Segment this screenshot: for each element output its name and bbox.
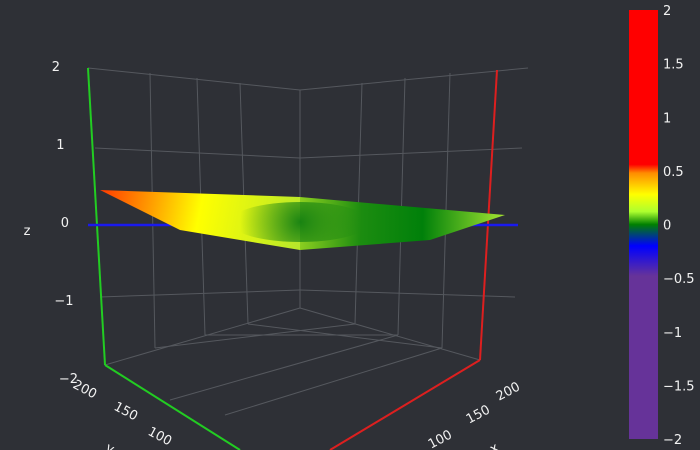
x-axis-title: x (487, 440, 501, 450)
grid-floor (104, 307, 481, 416)
y-axis-title: y (103, 440, 117, 450)
x-tick-label: 150 (464, 402, 493, 427)
colorbar-tick-label: −2 (663, 433, 682, 448)
colorbar[interactable] (629, 10, 658, 439)
colorbar-tick-label: 0.5 (663, 165, 684, 180)
colorbar-tick-label: −1.5 (663, 379, 695, 394)
y-tick-label: 150 (111, 399, 140, 424)
z-tick-label: −1 (54, 294, 73, 309)
colorbar-tick-label: −1 (663, 326, 682, 341)
colorbar-tick-label: 1.5 (663, 58, 684, 73)
z-tick-label: 0 (61, 216, 69, 231)
colorbar-tick-label: 1 (663, 111, 671, 126)
colorbar-tick-label: 0 (663, 219, 671, 234)
colorbar-tick-labels: 2 1.5 1 0.5 0 −0.5 −1 −1.5 −2 (663, 4, 695, 448)
x-tick-labels: 200 150 100 (426, 379, 523, 450)
z-axis-title: z (24, 224, 31, 239)
colorbar-tick-label: −0.5 (663, 272, 695, 287)
x-tick-label: 200 (494, 379, 523, 404)
colorbar-tick-label: 2 (663, 4, 671, 19)
y-tick-labels: 200 150 100 (70, 377, 174, 449)
y-tick-label: 100 (145, 424, 174, 449)
surface[interactable] (100, 190, 505, 250)
x-axis-line (329, 359, 481, 450)
z-tick-label: −2 (59, 372, 78, 387)
z-tick-label: 2 (52, 60, 60, 75)
z-tick-labels: 2 1 0 −1 −2 (52, 60, 78, 387)
y-tick-label: 200 (70, 377, 99, 402)
z-axis-line (87, 67, 106, 366)
z-tick-label: 1 (56, 138, 64, 153)
y-axis-line (104, 364, 241, 450)
surface-center-shade (230, 202, 370, 242)
x-tick-label: 100 (426, 427, 455, 450)
